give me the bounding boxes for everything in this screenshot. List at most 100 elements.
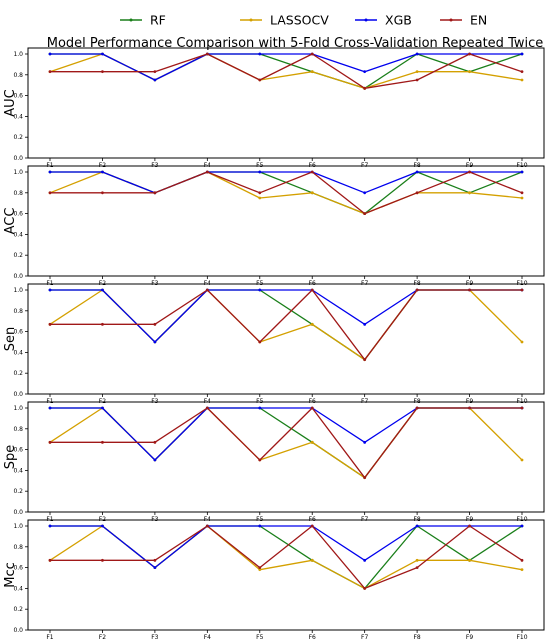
data-point-en xyxy=(153,322,157,326)
x-tick-label: F8 xyxy=(413,634,420,641)
data-point-lassocv xyxy=(520,196,524,200)
y-tick-label: 0.2 xyxy=(13,252,23,259)
data-point-en xyxy=(258,78,262,82)
y-tick-label: 0.4 xyxy=(13,231,23,238)
y-tick-label: 0.0 xyxy=(13,391,23,398)
data-point-xgb xyxy=(363,70,367,74)
data-point-en xyxy=(520,191,524,195)
y-tick-label: 0.6 xyxy=(13,93,23,100)
data-point-xgb xyxy=(415,52,419,56)
x-tick-label: F9 xyxy=(466,634,473,641)
series-line-en xyxy=(50,289,522,361)
y-tick-label: 0.8 xyxy=(13,544,23,551)
data-point-en xyxy=(48,191,52,195)
y-tick-label: 0.0 xyxy=(13,627,23,634)
data-point-en xyxy=(468,524,471,528)
data-point-en xyxy=(205,406,209,410)
x-tick-label: F6 xyxy=(309,634,316,641)
data-point-en xyxy=(468,170,471,174)
data-point-lassocv xyxy=(520,340,524,344)
x-tick-label: F2 xyxy=(99,634,106,641)
data-point-lassocv xyxy=(310,558,314,562)
legend-marker-en xyxy=(449,18,453,22)
data-point-xgb xyxy=(258,288,262,292)
data-point-en xyxy=(468,288,471,292)
y-axis-label: Sen xyxy=(3,327,18,352)
x-tick-label: F1 xyxy=(46,634,53,641)
data-point-en xyxy=(520,406,524,410)
data-point-xgb xyxy=(48,52,52,56)
data-point-en xyxy=(363,587,367,590)
y-axis-label: Mcc xyxy=(3,562,18,588)
legend-label-en: EN xyxy=(470,13,487,28)
panel-frame xyxy=(27,47,545,159)
y-tick-label: 0.6 xyxy=(13,329,23,336)
y-tick-label: 0.2 xyxy=(13,370,23,377)
series-line-xgb xyxy=(50,171,522,194)
y-tick-label: 0.4 xyxy=(13,585,23,592)
data-point-xgb xyxy=(101,406,104,410)
data-point-en xyxy=(310,288,314,292)
y-axis-label: Spe xyxy=(3,445,18,470)
data-point-xgb xyxy=(363,322,367,326)
data-point-lassocv xyxy=(310,440,314,444)
data-point-en xyxy=(310,170,314,174)
y-tick-label: 0.6 xyxy=(13,565,23,572)
data-point-en xyxy=(101,70,104,74)
data-point-xgb xyxy=(153,458,157,462)
series-line-lassocv xyxy=(49,525,523,590)
y-tick-label: 0.0 xyxy=(13,509,23,516)
data-point-en xyxy=(258,566,262,569)
y-tick-label: 1.0 xyxy=(13,51,23,58)
y-tick-label: 0.8 xyxy=(13,190,23,197)
data-point-en xyxy=(415,566,419,569)
y-tick-label: 0.6 xyxy=(13,211,23,218)
data-point-xgb xyxy=(520,52,524,56)
data-point-en xyxy=(101,558,104,562)
data-point-en xyxy=(415,78,419,82)
data-point-en xyxy=(48,322,52,326)
y-tick-label: 0.4 xyxy=(13,113,23,120)
data-point-en xyxy=(415,191,419,195)
data-point-xgb xyxy=(520,170,524,174)
data-point-xgb xyxy=(363,440,367,444)
data-point-en xyxy=(48,70,52,74)
data-point-xgb xyxy=(101,52,104,56)
data-point-lassocv xyxy=(520,78,524,82)
panel-acc: 0.00.20.40.60.81.0F1 F2 F3 F4 F5 F6 F7 F8 F9 F10A… xyxy=(3,165,545,287)
series-line-en xyxy=(50,171,523,215)
y-axis-label: AUC xyxy=(3,89,18,117)
panel-frame xyxy=(27,165,545,277)
panel-mcc: 0.0 0.2 0.4 0.6 0.8 1.0 F1 F2 F3 F4 F5 F6 F7 F8 F9 F10 M… xyxy=(3,519,545,641)
x-tick-label: F3 xyxy=(151,634,158,641)
series-line-xgb xyxy=(50,525,522,569)
y-tick-label: 0.8 xyxy=(13,426,23,433)
data-point-xgb xyxy=(153,78,157,82)
panel-auc: 0.00.20.40.60.81.0F1 F2 F3 F4 F5 F6 F7 F8 F9 F10A… xyxy=(3,47,545,169)
data-point-lassocv xyxy=(468,558,471,562)
y-tick-label: 0.2 xyxy=(13,606,23,613)
y-tick-label: 0.6 xyxy=(13,447,23,454)
data-point-xgb xyxy=(48,406,52,410)
legend-label-lassocv: LASSOCV xyxy=(270,13,329,28)
data-point-lassocv xyxy=(310,322,314,326)
x-tick-label: F5 xyxy=(256,634,263,641)
data-point-lassocv xyxy=(310,70,314,74)
panel-frame xyxy=(27,519,545,631)
y-axis-label: ACC xyxy=(3,208,18,235)
x-tick-label: F4 xyxy=(204,634,211,641)
data-point-en xyxy=(101,191,104,195)
data-point-en xyxy=(310,524,314,528)
data-point-en xyxy=(468,52,471,56)
legend-label-xgb: XGB xyxy=(385,13,412,28)
data-point-en xyxy=(363,212,367,216)
data-point-en xyxy=(153,191,157,195)
data-point-lassocv xyxy=(258,568,262,572)
panels: 0.0 0.2 0.4 0.6 0.8 1.0 F1 F2 F3 F4 F5 F6 F7 F8 F9 F10 A… xyxy=(3,47,545,641)
data-point-lassocv xyxy=(415,70,419,74)
data-point-xgb xyxy=(101,170,104,174)
data-point-lassocv xyxy=(520,568,524,572)
data-point-lassocv xyxy=(258,196,262,200)
y-tick-label: 0.2 xyxy=(13,488,23,495)
data-point-lassocv xyxy=(520,458,524,462)
